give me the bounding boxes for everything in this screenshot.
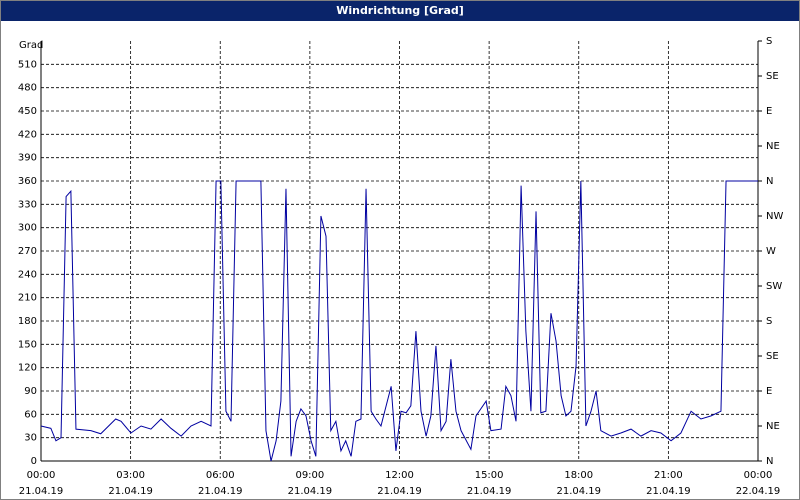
y-tick-label: 60 xyxy=(24,409,37,420)
y2-tick-label: SE xyxy=(766,71,779,82)
y-tick-label: 270 xyxy=(18,246,37,257)
x-tick-label: 09:00 xyxy=(295,470,324,481)
y2-tick-label: NE xyxy=(766,421,780,432)
y-tick-label: 150 xyxy=(18,339,37,350)
x-tick-date: 21.04.19 xyxy=(198,486,243,497)
y-tick-label: 180 xyxy=(18,316,37,327)
x-tick-date: 22.04.19 xyxy=(736,486,781,497)
x-tick-date: 21.04.19 xyxy=(467,486,512,497)
y2-tick-label: N xyxy=(766,456,773,467)
y2-tick-label: SE xyxy=(766,351,779,362)
y-tick-label: 480 xyxy=(18,83,37,94)
title-bar: Windrichtung [Grad] xyxy=(1,1,799,21)
data-line xyxy=(40,180,758,462)
y2-tick-label: S xyxy=(766,316,772,327)
x-tick-date: 21.04.19 xyxy=(556,486,601,497)
y-tick-label: 390 xyxy=(18,153,37,164)
chart: Grad 0 30 60 90 120 150 180 210 240 270 300 330 360 3… xyxy=(18,36,784,497)
y2-tick-label: SW xyxy=(766,281,782,292)
y-tick-label: 90 xyxy=(24,386,37,397)
y2-tick-label: E xyxy=(766,386,772,397)
x-tick-label: 00:00 xyxy=(744,470,773,481)
y-tick-label: 120 xyxy=(18,363,37,374)
y-tick-label: 510 xyxy=(18,59,37,70)
y-axis-label: Grad xyxy=(19,40,43,51)
y-tick-label: 240 xyxy=(18,269,37,280)
y2-tick-label: E xyxy=(766,106,772,117)
y2-tick-label: NE xyxy=(766,141,780,152)
y-tick-label: 420 xyxy=(18,129,37,140)
x-tick-date: 21.04.19 xyxy=(19,486,64,497)
x-tick-label: 00:00 xyxy=(27,470,56,481)
x-tick-date: 21.04.19 xyxy=(288,486,333,497)
x-tick-label: 21:00 xyxy=(654,470,683,481)
y-tick-label: 30 xyxy=(24,433,37,444)
y-tick-label: 300 xyxy=(18,223,37,234)
x-tick-date: 21.04.19 xyxy=(646,486,691,497)
y-tick-label: 210 xyxy=(18,293,37,304)
y2-tick-label: N xyxy=(766,176,773,187)
x-tick-date: 21.04.19 xyxy=(108,486,153,497)
x-tick-label: 06:00 xyxy=(206,470,235,481)
y-tick-label: 330 xyxy=(18,199,37,210)
y-tick-label: 450 xyxy=(18,106,37,117)
x-tick-label: 15:00 xyxy=(475,470,504,481)
x-tick-label: 03:00 xyxy=(116,470,145,481)
y2-tick-label: NW xyxy=(766,211,783,222)
x-tick-label: 18:00 xyxy=(564,470,593,481)
x-tick-label: 12:00 xyxy=(385,470,414,481)
y-tick-label: 360 xyxy=(18,176,37,187)
y-tick-label: 0 xyxy=(31,456,37,467)
x-tick-date: 21.04.19 xyxy=(377,486,422,497)
y2-tick-label: W xyxy=(766,246,776,257)
y2-tick-label: S xyxy=(766,36,772,47)
